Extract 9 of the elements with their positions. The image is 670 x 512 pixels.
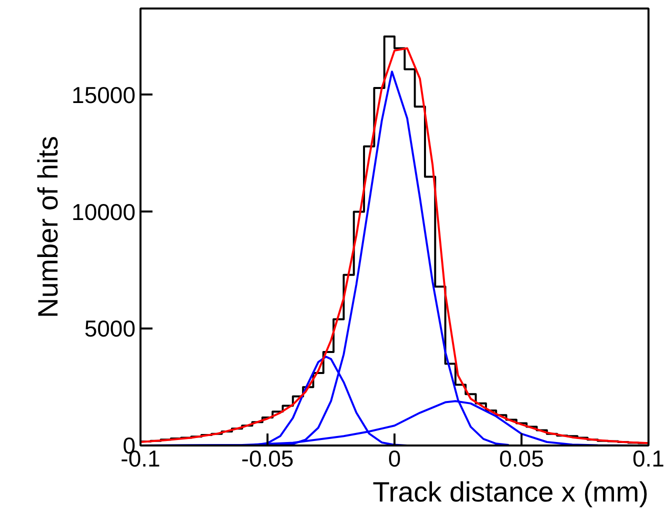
x-tick-label: 0 <box>388 446 401 472</box>
x-axis-title: Track distance x (mm) <box>372 476 649 508</box>
y-axis-title: Number of hits <box>32 136 64 318</box>
y-tick-label: 15000 <box>72 82 136 108</box>
y-tick-label: 5000 <box>84 316 136 342</box>
x-tick-label: 0.05 <box>499 446 544 472</box>
y-tick-label: 10000 <box>72 198 136 225</box>
x-tick-label: -0.05 <box>241 446 294 472</box>
x-tick-label: 0.1 <box>632 446 664 472</box>
